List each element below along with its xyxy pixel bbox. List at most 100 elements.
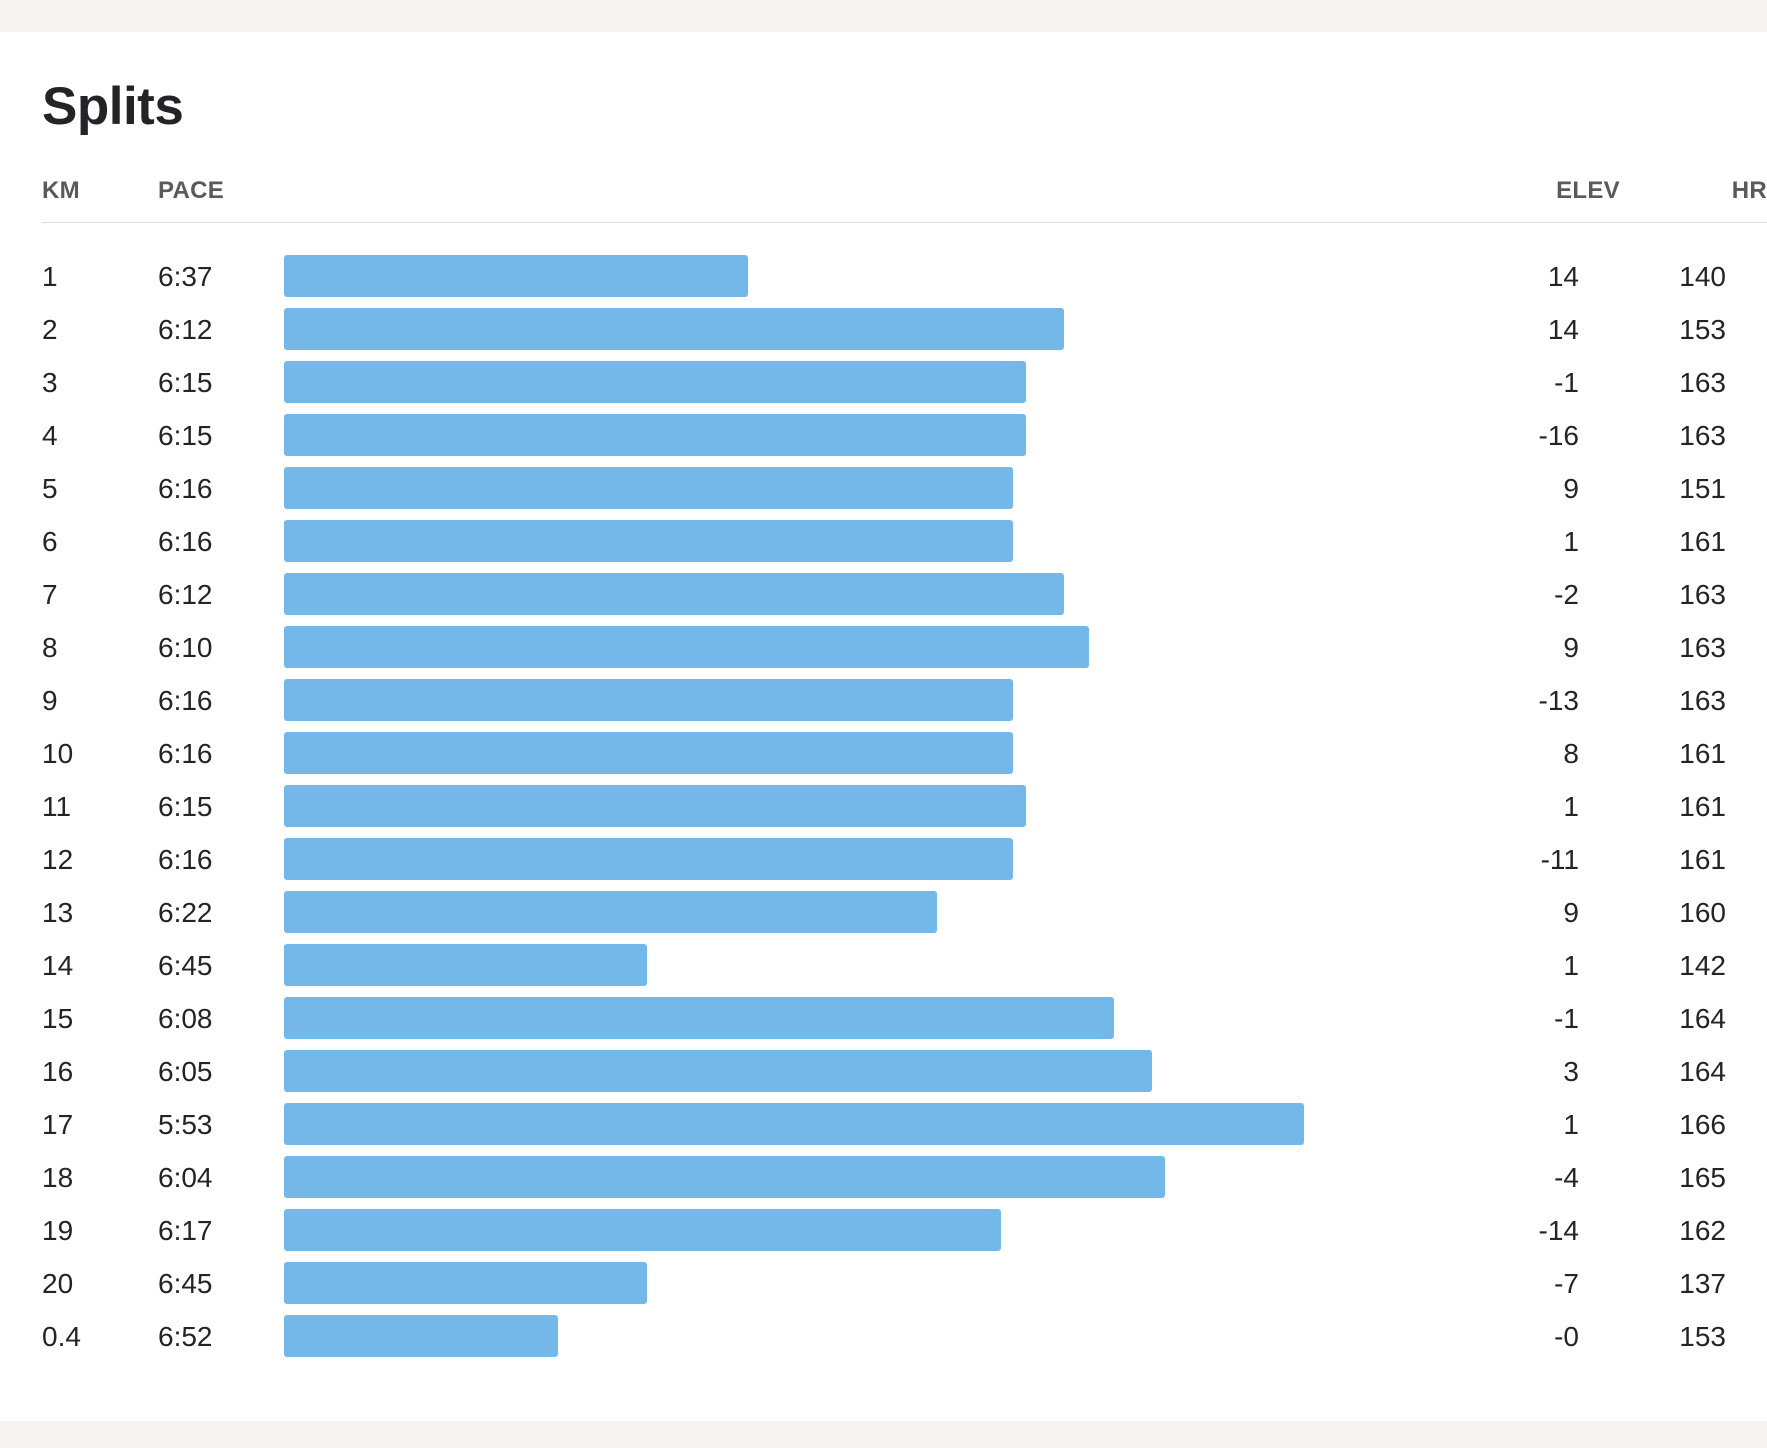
- split-pace: 6:15: [158, 420, 213, 451]
- split-km: 0.4: [42, 1321, 81, 1352]
- split-hr: 161: [1679, 526, 1726, 557]
- split-elev: 1: [1563, 526, 1579, 557]
- split-pace-bar: [284, 308, 1064, 350]
- split-hr: 151: [1679, 473, 1726, 504]
- split-pace: 6:10: [158, 632, 213, 663]
- km-column-header: KM: [42, 177, 80, 204]
- split-pace: 6:08: [158, 1003, 213, 1034]
- split-elev: 1: [1563, 791, 1579, 822]
- splits-table-header: KM PACE ELEV HR: [42, 172, 1767, 223]
- split-pace-bar: [284, 573, 1064, 615]
- split-row: 19 6:17 -14 162: [42, 1201, 1726, 1254]
- split-pace-bar: [284, 626, 1089, 668]
- split-pace-bar: [284, 1156, 1165, 1198]
- split-row: 2 6:12 14 153: [42, 300, 1726, 353]
- split-elev: -1: [1554, 367, 1579, 398]
- split-pace-bar: [284, 1262, 647, 1304]
- split-hr: 161: [1679, 738, 1726, 769]
- split-hr: 163: [1679, 632, 1726, 663]
- split-elev: 1: [1563, 1109, 1579, 1140]
- split-row: 13 6:22 9 160: [42, 883, 1726, 936]
- split-km: 8: [42, 632, 58, 663]
- split-km: 7: [42, 579, 58, 610]
- split-pace-bar: [284, 414, 1026, 456]
- split-row: 3 6:15 -1 163: [42, 353, 1726, 406]
- split-row: 10 6:16 8 161: [42, 724, 1726, 777]
- split-elev: 9: [1563, 897, 1579, 928]
- split-pace-bar: [284, 467, 1013, 509]
- split-km: 9: [42, 685, 58, 716]
- split-pace: 6:12: [158, 579, 213, 610]
- split-pace-bar: [284, 944, 647, 986]
- split-elev: -16: [1538, 420, 1579, 451]
- split-elev: 9: [1563, 473, 1579, 504]
- split-hr: 160: [1679, 897, 1726, 928]
- split-pace-bar: [284, 997, 1114, 1039]
- split-row: 0.4 6:52 -0 153: [42, 1307, 1726, 1360]
- split-row: 15 6:08 -1 164: [42, 989, 1726, 1042]
- split-elev: -4: [1554, 1162, 1579, 1193]
- split-pace: 6:16: [158, 844, 213, 875]
- split-pace: 6:04: [158, 1162, 213, 1193]
- split-hr: 161: [1679, 791, 1726, 822]
- split-pace: 6:37: [158, 261, 213, 292]
- split-elev: 14: [1547, 314, 1579, 345]
- split-km: 2: [42, 314, 58, 345]
- split-km: 15: [42, 1003, 74, 1034]
- split-elev: -2: [1554, 579, 1579, 610]
- split-row: 18 6:04 -4 165: [42, 1148, 1726, 1201]
- split-pace: 6:45: [158, 950, 213, 981]
- split-elev: -14: [1538, 1215, 1579, 1246]
- split-km: 5: [42, 473, 58, 504]
- split-pace: 6:45: [158, 1268, 213, 1299]
- split-elev: -0: [1554, 1321, 1579, 1352]
- split-hr: 163: [1679, 685, 1726, 716]
- split-elev: 3: [1563, 1056, 1579, 1087]
- split-hr: 164: [1679, 1003, 1726, 1034]
- split-km: 4: [42, 420, 58, 451]
- split-row: 16 6:05 3 164: [42, 1042, 1726, 1095]
- split-km: 12: [42, 844, 74, 875]
- split-hr: 153: [1679, 1321, 1726, 1352]
- split-pace-bar: [284, 785, 1026, 827]
- split-pace-bar: [284, 679, 1013, 721]
- split-km: 11: [42, 791, 72, 822]
- split-row: 9 6:16 -13 163: [42, 671, 1726, 724]
- split-hr: 163: [1679, 367, 1726, 398]
- split-pace: 6:15: [158, 791, 213, 822]
- split-pace: 6:16: [158, 685, 213, 716]
- split-pace-bar: [284, 255, 748, 297]
- split-row: 12 6:16 -11 161: [42, 830, 1726, 883]
- split-km: 14: [42, 950, 74, 981]
- split-hr: 137: [1679, 1268, 1726, 1299]
- split-hr: 140: [1679, 261, 1726, 292]
- split-elev: -1: [1554, 1003, 1579, 1034]
- split-km: 13: [42, 897, 74, 928]
- split-pace-bar: [284, 1315, 558, 1357]
- split-pace: 6:16: [158, 526, 213, 557]
- split-pace: 6:05: [158, 1056, 213, 1087]
- splits-title: Splits: [42, 77, 184, 136]
- split-elev: 9: [1563, 632, 1579, 663]
- hr-column-header: HR: [1731, 177, 1767, 204]
- split-km: 18: [42, 1162, 74, 1193]
- split-pace: 6:12: [158, 314, 213, 345]
- split-row: 20 6:45 -7 137: [42, 1254, 1726, 1307]
- split-pace-bar: [284, 1050, 1152, 1092]
- split-pace-bar: [284, 891, 937, 933]
- split-row: 14 6:45 1 142: [42, 936, 1726, 989]
- split-km: 3: [42, 367, 58, 398]
- split-pace-bar: [284, 361, 1026, 403]
- split-km: 20: [42, 1268, 74, 1299]
- elev-column-header: ELEV: [1556, 177, 1620, 204]
- split-row: 5 6:16 9 151: [42, 459, 1726, 512]
- split-pace: 6:16: [158, 473, 213, 504]
- split-elev: -13: [1538, 685, 1579, 716]
- split-km: 6: [42, 526, 58, 557]
- split-hr: 162: [1679, 1215, 1726, 1246]
- pace-column-header: PACE: [158, 177, 225, 204]
- split-row: 7 6:12 -2 163: [42, 565, 1726, 618]
- split-pace: 6:17: [158, 1215, 213, 1246]
- split-hr: 163: [1679, 579, 1726, 610]
- split-km: 1: [42, 261, 58, 292]
